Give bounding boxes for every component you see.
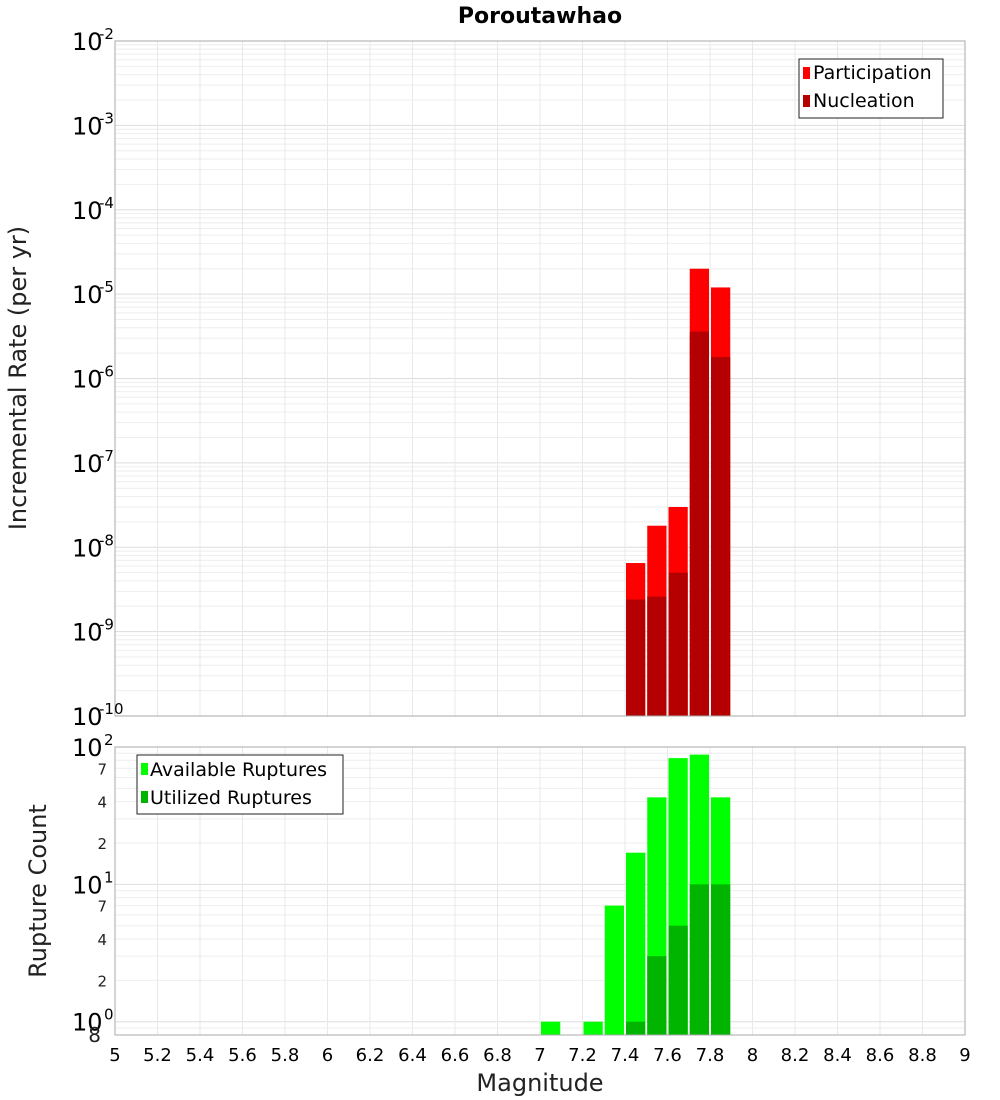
rate-y-tick-base: 10 (72, 28, 103, 56)
x-tick-label: 5.6 (228, 1045, 257, 1066)
x-tick-label: 6.2 (356, 1045, 385, 1066)
rate-y-axis-label: Incremental Rate (per yr) (4, 226, 32, 530)
rate-y-tick-exp: -10 (99, 700, 124, 718)
x-tick-label: 8.2 (781, 1045, 810, 1066)
x-tick-label: 8.6 (866, 1045, 895, 1066)
count-x-ticks: 5 5.2 5.4 5.6 5.8 6 6.2 6.4 6.6 6.8 7 7.2 7.4 7.6 7.8 8… (109, 1045, 970, 1066)
count-y-axis-label: Rupture Count (24, 804, 52, 978)
count-y-tick-exp: 0 (104, 1006, 114, 1024)
rate-y-tick-exp: -5 (99, 278, 114, 296)
available-ruptures-bar (626, 852, 646, 1035)
count-y-minor-tick: 7 (97, 898, 107, 916)
rate-plot-border (114, 40, 966, 717)
nucleation-bar (689, 331, 709, 716)
rate-y-tick-exp: -2 (99, 25, 114, 43)
x-axis-label: Magnitude (476, 1069, 603, 1097)
x-tick-label: 5.8 (271, 1045, 300, 1066)
count-grid (114, 747, 966, 1035)
rate-y-tick-base: 10 (72, 619, 103, 647)
participation-legend-label: Participation (813, 62, 932, 84)
x-tick-label: 7.6 (653, 1045, 682, 1066)
utilized-ruptures-bar (689, 884, 709, 1035)
x-tick-label: 5 (109, 1045, 120, 1066)
count-bars (541, 754, 731, 1035)
count-legend-box (136, 754, 344, 815)
count-y-tick-base: 10 (72, 734, 103, 762)
count-y-minor-tick: 8 (88, 1023, 101, 1047)
nucleation-bar (626, 599, 646, 716)
x-tick-label: 8.4 (823, 1045, 852, 1066)
available-ruptures-bar (541, 1021, 561, 1035)
rate-bars (626, 268, 731, 716)
x-tick-label: 9 (959, 1045, 970, 1066)
x-tick-label: 7.4 (611, 1045, 640, 1066)
nucleation-legend-label: Nucleation (813, 90, 915, 112)
utilized-ruptures-bar (711, 884, 731, 1035)
x-tick-label: 7.2 (568, 1045, 597, 1066)
count-y-minor-tick: 7 (97, 760, 107, 778)
x-tick-label: 5.2 (143, 1045, 172, 1066)
available-ruptures-bar (604, 905, 624, 1035)
participation-swatch (803, 67, 810, 79)
rate-y-tick-exp: -7 (99, 447, 114, 465)
count-y-minor-tick: 4 (97, 794, 107, 812)
count-plot-border (114, 746, 966, 1036)
nucleation-bar (647, 596, 667, 716)
x-tick-label: 6 (322, 1045, 333, 1066)
rate-y-tick-base: 10 (72, 197, 103, 225)
rate-y-tick-base: 10 (72, 450, 103, 478)
count-y-minor-tick: 4 (97, 931, 107, 949)
count-y-tick-exp: 1 (104, 868, 114, 886)
available-ruptures-swatch (141, 763, 148, 775)
x-tick-label: 6.4 (398, 1045, 427, 1066)
rate-legend-box (798, 58, 944, 119)
count-legend: Available Ruptures Utilized Ruptures (136, 754, 344, 815)
x-tick-label: 6.8 (483, 1045, 512, 1066)
utilized-ruptures-legend-label: Utilized Ruptures (150, 787, 312, 809)
utilized-ruptures-swatch (141, 791, 148, 803)
count-y-tick-exp: 2 (104, 731, 114, 749)
rate-grid (114, 41, 966, 717)
nucleation-bar (711, 356, 731, 716)
x-tick-label: 6.6 (441, 1045, 470, 1066)
x-tick-label: 5.4 (186, 1045, 215, 1066)
rate-y-tick-exp: -8 (99, 531, 114, 549)
utilized-ruptures-bar (647, 956, 667, 1035)
chart-title: Poroutawhao (458, 4, 622, 29)
rate-y-tick-exp: -9 (99, 616, 114, 634)
count-y-tick-base: 10 (72, 1009, 103, 1037)
rate-legend: Participation Nucleation (798, 58, 944, 119)
rate-chart: Poroutawhao 10-1010-910-810-710-610-510-… (4, 4, 966, 731)
utilized-ruptures-bar (626, 1021, 646, 1035)
x-tick-label: 8 (747, 1045, 758, 1066)
rate-y-tick-exp: -6 (99, 363, 114, 381)
rate-y-tick-base: 10 (72, 534, 103, 562)
rate-y-tick-exp: -4 (99, 194, 114, 212)
count-y-minor-tick: 2 (97, 835, 107, 853)
rate-y-tick-base: 10 (72, 112, 103, 140)
available-ruptures-legend-label: Available Ruptures (150, 759, 327, 781)
x-tick-label: 7.8 (696, 1045, 725, 1066)
rate-y-tick-exp: -3 (99, 109, 114, 127)
nucleation-bar (668, 572, 688, 716)
nucleation-swatch (803, 95, 810, 107)
count-y-minor-tick: 2 (97, 972, 107, 990)
rate-y-tick-base: 10 (72, 703, 103, 731)
rate-y-tick-base: 10 (72, 366, 103, 394)
x-tick-label: 8.8 (908, 1045, 937, 1066)
available-ruptures-bar (583, 1021, 603, 1035)
utilized-ruptures-bar (668, 925, 688, 1035)
x-tick-label: 7 (534, 1045, 545, 1066)
count-y-tick-base: 10 (72, 871, 103, 899)
rate-y-tick-base: 10 (72, 281, 103, 309)
